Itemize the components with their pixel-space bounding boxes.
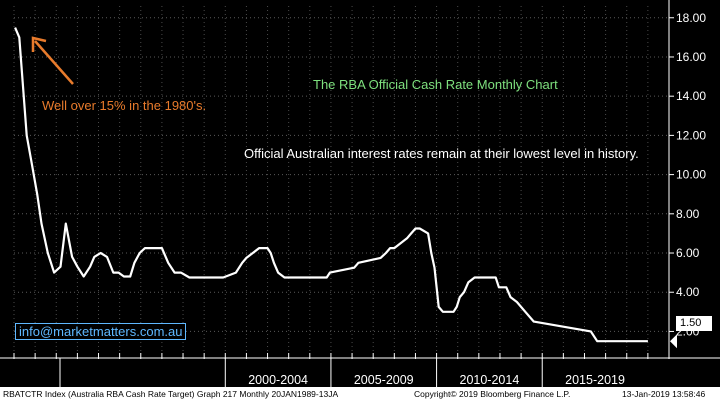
x-period-label: 2005-2009 [354,373,414,387]
y-tick-label: 14.00 [676,89,706,103]
footer-bar: RBATCTR Index (Australia RBA Cash Rate T… [0,387,720,402]
website-link[interactable]: info@marketmatters.com.au [15,323,187,340]
chart-annotation-note: Official Australian interest rates remai… [244,146,639,161]
y-tick-label: 8.00 [676,207,700,221]
chart-annotation-arrow-label: Well over 15% in the 1980's. [42,98,207,113]
x-period-label: 2010-2014 [460,373,520,387]
chart-gridlines [13,6,670,353]
footer-timestamp: 13-Jan-2019 13:58:46 [622,389,706,399]
last-value-badge: 1.50 [676,316,712,331]
y-tick-label: 18.00 [676,11,706,25]
y-tick-label: 6.00 [676,246,700,260]
y-tick-label: 10.00 [676,168,706,182]
y-axis: 2.004.006.008.0010.0012.0014.0016.0018.0… [668,0,706,358]
y-tick-label: 4.00 [676,285,700,299]
footer-security-info: RBATCTR Index (Australia RBA Cash Rate T… [3,389,339,399]
footer-copyright: Copyright© 2019 Bloomberg Finance L.P. [414,389,571,399]
x-period-label: 2000-2004 [248,373,308,387]
chart-series [14,27,677,349]
annotation-arrow-icon [31,36,74,85]
y-tick-label: 16.00 [676,50,706,64]
x-period-label: 2015-2019 [565,373,625,387]
y-tick-label: 12.00 [676,128,706,142]
last-value-pointer [670,334,677,349]
series-line [14,27,648,343]
chart-title: The RBA Official Cash Rate Monthly Chart [313,77,558,92]
x-axis: 2000-2004 2005-2009 2010-2014 2015-2019 [0,353,720,387]
